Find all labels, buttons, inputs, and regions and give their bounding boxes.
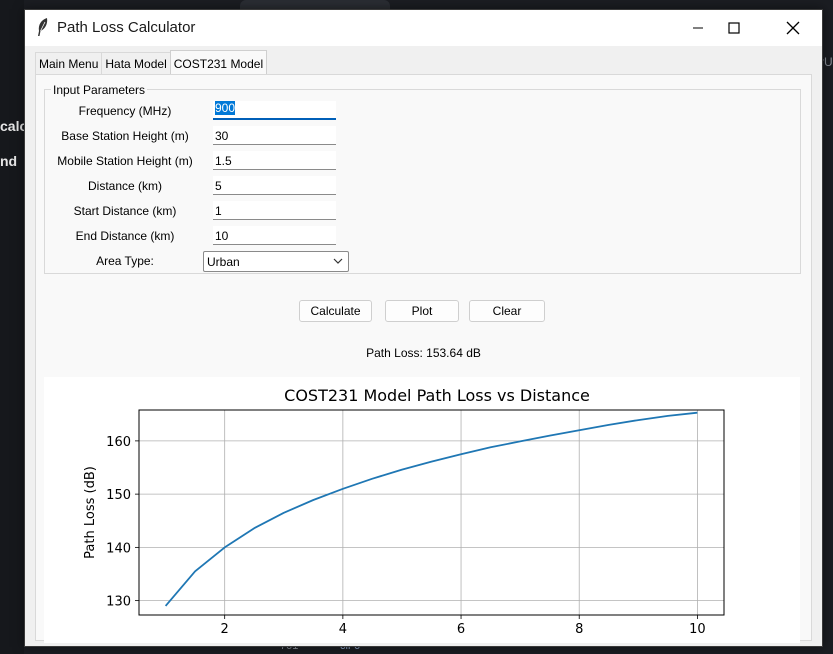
app-window: Path Loss Calculator Main Menu Hata Mode… xyxy=(24,9,823,647)
path-loss-line xyxy=(164,411,698,607)
maximize-button[interactable] xyxy=(711,10,757,46)
title-bar[interactable]: Path Loss Calculator xyxy=(25,10,822,46)
distance-input[interactable]: 5 xyxy=(213,176,336,195)
x-tick-label: 10 xyxy=(689,622,706,637)
background-text: rU xyxy=(820,55,833,69)
y-tick-label: 150 xyxy=(106,488,131,503)
feather-icon xyxy=(38,18,48,36)
plot-button[interactable]: Plot xyxy=(385,300,459,322)
path-loss-result: Path Loss: 153.64 dB xyxy=(366,346,481,360)
background-text: calc xyxy=(0,118,28,134)
x-tick-label: 8 xyxy=(575,622,583,637)
chart-canvas: COST231 Model Path Loss vs Distance 2 4 6 8… xyxy=(83,386,725,637)
window-title: Path Loss Calculator xyxy=(57,19,196,36)
background-text: nd xyxy=(0,153,18,169)
plot-frame xyxy=(138,409,725,616)
close-button[interactable] xyxy=(770,10,816,46)
area-type-value: Urban xyxy=(207,255,240,269)
area-type-select[interactable]: Urban xyxy=(203,251,349,272)
base-station-height-input[interactable]: 30 xyxy=(213,126,336,145)
tab-cost231-model[interactable]: COST231 Model xyxy=(169,50,268,74)
mobile-station-height-input[interactable]: 1.5 xyxy=(213,151,336,170)
background-tab xyxy=(240,0,390,10)
minimize-button[interactable] xyxy=(675,10,721,46)
start-distance-label: Start Distance (km) xyxy=(73,204,177,218)
y-axis-label: Path Loss (dB) xyxy=(83,466,98,559)
tab-main-menu[interactable]: Main Menu xyxy=(35,52,103,74)
chart-grid xyxy=(139,410,724,615)
close-icon xyxy=(786,21,800,35)
maximize-icon xyxy=(728,22,740,34)
input-parameters-group: Input Parameters Frequency (MHz) 900 Bas… xyxy=(44,83,801,274)
end-distance-input[interactable]: 10 xyxy=(213,226,336,245)
chart-series xyxy=(164,411,698,607)
x-tick-label: 6 xyxy=(457,622,465,637)
chevron-down-icon xyxy=(333,258,343,264)
background-panel xyxy=(0,0,24,654)
distance-label: Distance (km) xyxy=(87,179,162,193)
y-tick-label: 160 xyxy=(106,435,131,450)
y-tick-label: 130 xyxy=(106,595,131,610)
frequency-label: Frequency (MHz) xyxy=(78,104,172,118)
tab-hata-model[interactable]: Hata Model xyxy=(101,52,171,74)
end-distance-label: End Distance (km) xyxy=(75,229,175,243)
y-tick-label: 140 xyxy=(106,541,131,556)
x-tick-label: 4 xyxy=(339,622,347,637)
area-type-label: Area Type: xyxy=(96,254,154,268)
tab-bar: Main Menu Hata Model COST231 Model xyxy=(35,50,268,74)
chart-title: COST231 Model Path Loss vs Distance xyxy=(284,386,590,405)
minimize-icon xyxy=(693,27,703,29)
mobile-station-height-label: Mobile Station Height (m) xyxy=(57,154,193,168)
path-loss-chart: COST231 Model Path Loss vs Distance 2 4 6 8… xyxy=(44,377,800,643)
clear-button[interactable]: Clear xyxy=(469,300,545,322)
group-title: Input Parameters xyxy=(51,83,148,97)
tab-content: Input Parameters Frequency (MHz) 900 Bas… xyxy=(35,74,812,643)
calculate-button[interactable]: Calculate xyxy=(299,300,372,322)
start-distance-input[interactable]: 1 xyxy=(213,201,336,220)
frequency-input[interactable]: 900 xyxy=(213,101,336,120)
base-station-height-label: Base Station Height (m) xyxy=(61,129,189,143)
chart-ticks: 2 4 6 8 10 130 140 150 160 xyxy=(106,435,706,637)
x-tick-label: 2 xyxy=(221,622,229,637)
